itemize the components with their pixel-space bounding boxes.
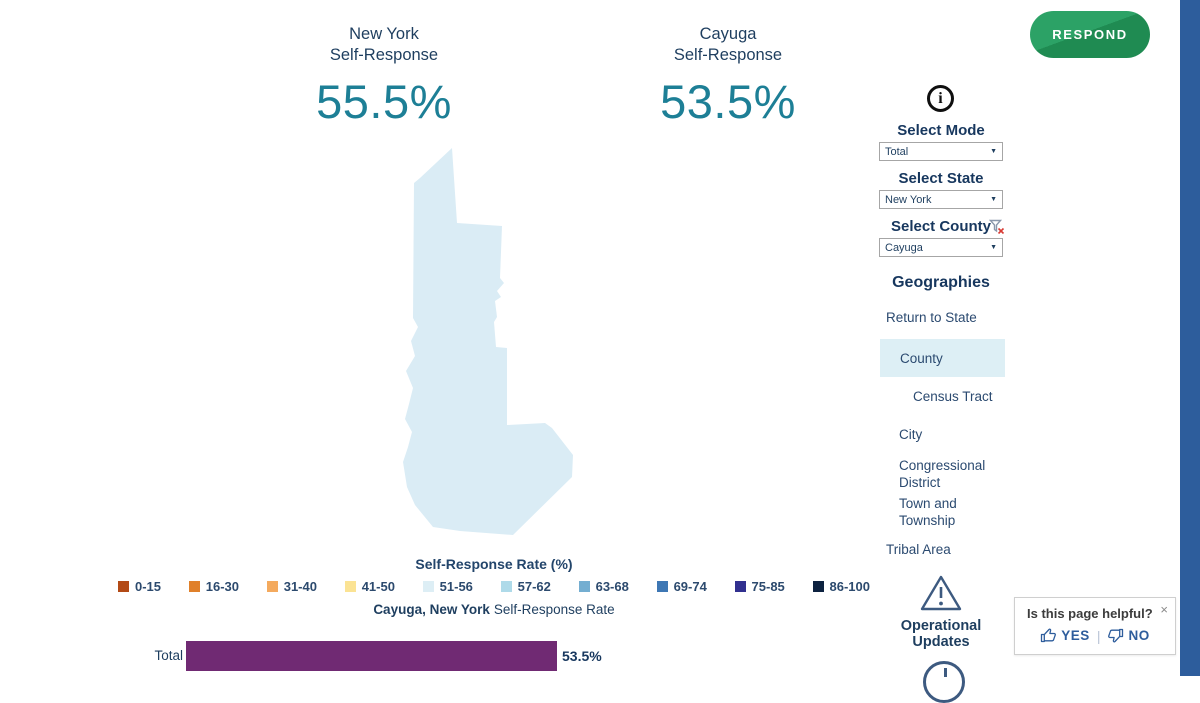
select-county-label: Select County <box>890 218 992 235</box>
chevron-down-icon: ▼ <box>990 148 997 155</box>
select-county-value: Cayuga <box>885 241 923 254</box>
warning-triangle-icon[interactable] <box>919 574 963 612</box>
legend-item: 69-74 <box>656 579 707 594</box>
legend-title: Self-Response Rate (%) <box>415 556 573 572</box>
feedback-yes-button[interactable]: YES <box>1040 627 1090 644</box>
geographies-heading: Geographies <box>892 274 990 291</box>
legend-swatch <box>812 581 824 592</box>
feedback-divider: | <box>1096 627 1101 644</box>
legend-item: 86-100 <box>812 579 870 594</box>
select-mode-dropdown[interactable]: Total ▼ <box>879 142 1003 161</box>
feedback-yes-label: YES <box>1061 628 1090 643</box>
operational-updates-link[interactable]: Operational Updates <box>900 618 982 650</box>
state-stat-label: New York Self-Response <box>329 25 439 65</box>
feedback-question: Is this page helpful? <box>1027 606 1153 621</box>
legend-swatch <box>344 581 356 592</box>
select-state-label: Select State <box>898 170 984 187</box>
total-bar <box>186 641 558 671</box>
legend-item: 0-15 <box>118 579 161 594</box>
select-state-dropdown[interactable]: New York ▼ <box>879 190 1003 209</box>
legend-swatch <box>188 581 200 592</box>
geo-item-city[interactable]: City <box>899 427 923 442</box>
legend-swatch <box>422 581 434 592</box>
bar-value-label: 53.5% <box>562 648 602 664</box>
clear-filter-icon[interactable] <box>989 219 1005 234</box>
feedback-widget: × Is this page helpful? YES | NO <box>1014 597 1176 655</box>
legend-swatch <box>266 581 278 592</box>
select-mode-value: Total <box>885 145 909 158</box>
bar-category-label: Total <box>154 648 183 663</box>
legend-item: 41-50 <box>344 579 395 594</box>
legend-item: 57-62 <box>500 579 551 594</box>
respond-button[interactable]: RESPOND <box>1030 11 1150 58</box>
county-self-response-stat: Cayuga Self-Response 53.5% <box>608 24 848 129</box>
county-stat-value: 53.5% <box>660 74 796 128</box>
chart-caption-bold: Cayuga, New York <box>373 602 490 617</box>
info-icon[interactable]: i <box>927 85 954 112</box>
legend-swatch <box>656 581 668 592</box>
right-edge-panel <box>1180 0 1200 676</box>
legend: 0-15 16-30 31-40 41-50 51-56 57-62 63-68… <box>118 579 870 594</box>
county-stat-label: Cayuga Self-Response <box>673 25 783 65</box>
legend-swatch <box>578 581 590 592</box>
feedback-no-label: NO <box>1128 628 1150 643</box>
chevron-down-icon: ▼ <box>990 244 997 251</box>
legend-swatch <box>734 581 746 592</box>
close-icon[interactable]: × <box>1160 602 1168 617</box>
thumbs-down-icon <box>1108 628 1124 643</box>
geo-item-county[interactable]: County <box>880 339 1005 377</box>
legend-swatch <box>500 581 512 592</box>
clock-icon-partial[interactable] <box>923 661 965 703</box>
geo-item-congressional-district[interactable]: Congressional District <box>899 458 986 490</box>
legend-item: 31-40 <box>266 579 317 594</box>
legend-swatch <box>118 581 129 592</box>
legend-item: 16-30 <box>188 579 239 594</box>
geo-item-return-to-state[interactable]: Return to State <box>886 310 977 325</box>
geo-item-county-label: County <box>900 350 943 366</box>
select-county-dropdown[interactable]: Cayuga ▼ <box>879 238 1003 257</box>
legend-item: 75-85 <box>734 579 785 594</box>
geo-item-tribal-area[interactable]: Tribal Area <box>886 542 951 557</box>
chart-caption: Cayuga, New York Self-Response Rate <box>118 602 870 617</box>
chart-caption-rest: Self-Response Rate <box>493 602 615 617</box>
geo-item-census-tract[interactable]: Census Tract <box>913 389 993 404</box>
chevron-down-icon: ▼ <box>990 196 997 203</box>
cayuga-county-shape[interactable] <box>403 148 573 535</box>
state-self-response-stat: New York Self-Response 55.5% <box>264 24 504 129</box>
legend-item: 63-68 <box>578 579 629 594</box>
county-map <box>403 148 573 535</box>
feedback-no-button[interactable]: NO <box>1107 627 1149 644</box>
select-state-value: New York <box>885 193 932 206</box>
legend-item: 51-56 <box>422 579 473 594</box>
select-mode-label: Select Mode <box>897 122 985 139</box>
geo-item-town-and-township[interactable]: Town and Township <box>899 496 957 528</box>
thumbs-up-icon <box>1041 628 1057 643</box>
state-stat-value: 55.5% <box>316 74 452 128</box>
